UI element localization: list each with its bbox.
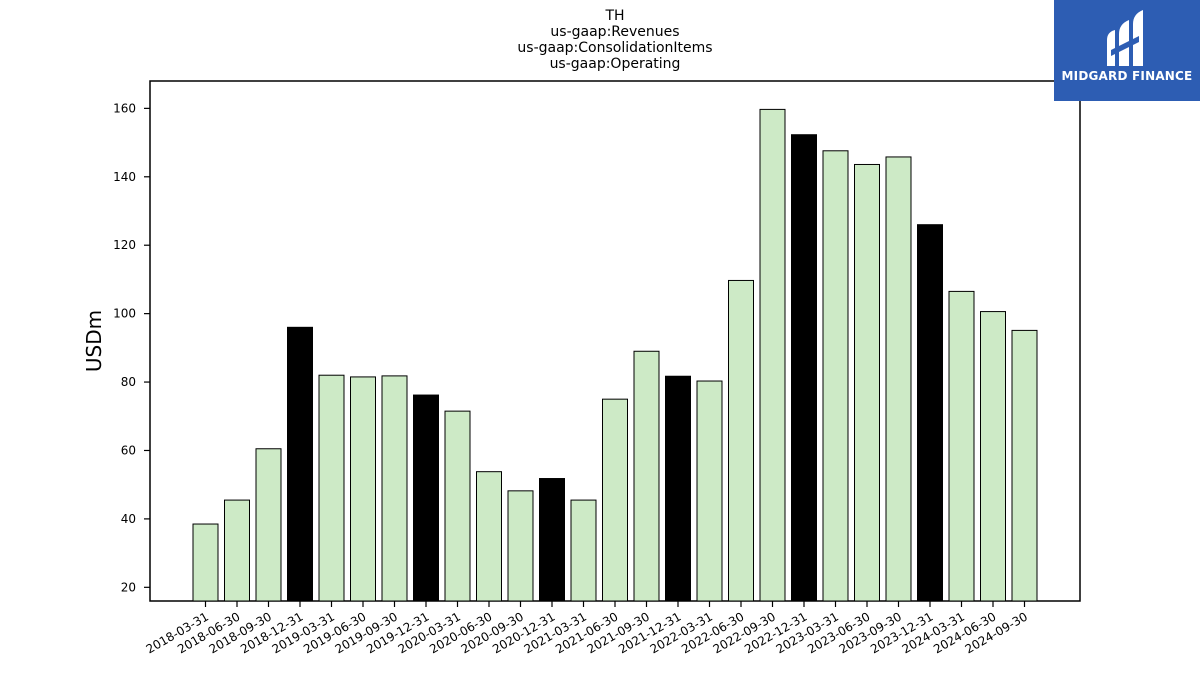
x-axis: 2018-03-312018-06-302018-09-302018-12-31… [144,601,1030,656]
y-axis: 20 40 60 80 100 120 140 160 [113,101,150,594]
y-tick-label: 80 [121,375,136,389]
bar [633,350,660,602]
bars-group [192,108,1038,602]
bar [948,290,975,602]
bar [885,156,912,602]
bar [255,448,282,602]
bar-year-end [665,375,691,602]
bar [696,380,723,602]
bar [728,279,754,602]
bar-year-end [917,224,943,602]
bar [570,499,597,602]
bar [444,410,471,602]
bar [318,374,345,602]
y-tick-label: 40 [121,512,136,526]
bar [192,523,219,602]
bar [476,471,502,602]
bar [507,490,534,602]
bar-year-end [413,394,439,602]
bar [381,375,408,602]
title-line: us-gaap:Revenues [550,24,679,40]
midgard-finance-logo-icon [1107,10,1143,66]
bar [1011,329,1038,602]
y-tick-label: 160 [113,101,136,115]
bar [759,108,786,602]
y-tick-label: 140 [113,170,136,184]
title-line: us-gaap:ConsolidationItems [517,40,712,56]
title-line: us-gaap:Operating [550,56,681,72]
bar [822,150,849,602]
logo-text: MIDGARD FINANCE [1061,69,1193,83]
y-tick-label: 100 [113,307,136,321]
y-tick-label: 120 [113,238,136,252]
bar [350,376,376,602]
bar [224,499,250,602]
bar [854,163,880,602]
title-line: TH [604,8,624,24]
chart-title: THus-gaap:Revenuesus-gaap:ConsolidationI… [517,8,712,72]
bar-year-end [539,478,565,602]
brand-logo: MIDGARD FINANCE [1054,0,1200,101]
y-tick-label: 20 [121,580,136,594]
bar-year-end [791,134,817,602]
y-axis-label: USDm [82,310,106,372]
bar [980,311,1006,602]
bar-year-end [287,326,313,602]
y-tick-label: 60 [121,443,136,457]
bar [602,398,628,602]
